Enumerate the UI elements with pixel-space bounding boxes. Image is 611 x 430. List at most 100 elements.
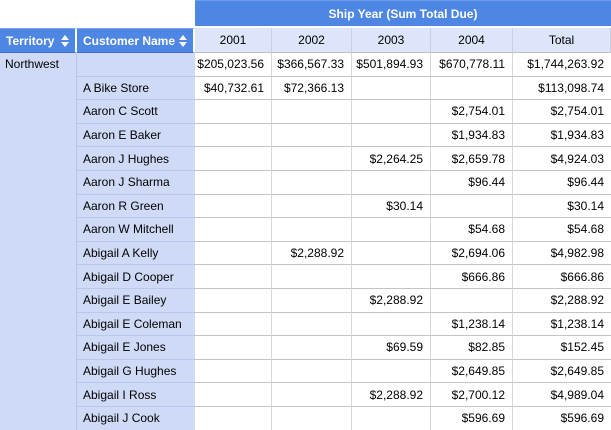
customer-header-label: Customer Name <box>83 33 176 48</box>
value-cell: $30.14 <box>352 194 431 219</box>
customer-name-cell: Aaron E Baker <box>77 123 195 148</box>
value-cell <box>272 147 352 171</box>
customer-name-cell: Abigail E Jones <box>77 336 195 360</box>
value-cell <box>272 406 352 430</box>
customer-name-cell: Aaron C Scott <box>77 100 195 124</box>
value-cell <box>352 100 431 124</box>
value-cell <box>272 359 352 384</box>
customer-name-cell: Abigail I Ross <box>77 383 195 407</box>
value-cell <box>352 123 431 148</box>
territory-column-header[interactable]: Territory <box>0 28 77 53</box>
total-value-cell: $113,098.74 <box>513 76 611 101</box>
column-group-header: Ship Year (Sum Total Due) <box>195 0 611 28</box>
sort-asc-arrow-icon <box>179 34 187 40</box>
value-cell <box>195 312 272 337</box>
value-cell <box>195 170 272 195</box>
total-value-cell: $4,989.04 <box>513 383 611 407</box>
value-cell: $666.86 <box>431 265 513 289</box>
total-value-cell: $2,288.92 <box>513 288 611 313</box>
total-column-header[interactable]: Total <box>513 28 611 53</box>
total-value-cell: $2,754.01 <box>513 100 611 124</box>
customer-name-cell: Aaron J Sharma <box>77 170 195 195</box>
value-cell: $54.68 <box>431 218 513 242</box>
customer-name-cell: Aaron J Hughes <box>77 147 195 171</box>
value-cell <box>195 288 272 313</box>
value-cell <box>195 241 272 266</box>
value-cell: $2,700.12 <box>431 383 513 407</box>
customer-name-cell: Abigail D Cooper <box>77 265 195 289</box>
total-value-cell: $666.86 <box>513 265 611 289</box>
value-cell <box>195 336 272 360</box>
value-cell: $72,366.13 <box>272 76 352 101</box>
value-cell <box>272 312 352 337</box>
sort-desc-arrow-icon <box>61 41 69 47</box>
total-value-cell: $30.14 <box>513 194 611 219</box>
value-cell <box>352 359 431 384</box>
value-cell <box>352 76 431 101</box>
value-cell: $82.85 <box>431 336 513 360</box>
value-cell <box>272 336 352 360</box>
year-header-2002[interactable]: 2002 <box>272 28 352 53</box>
year-header-2003[interactable]: 2003 <box>352 28 431 53</box>
customer-name-column-header[interactable]: Customer Name <box>77 28 195 53</box>
value-cell <box>431 288 513 313</box>
total-value-cell: $1,744,263.92 <box>513 53 611 77</box>
value-cell <box>195 100 272 124</box>
value-cell <box>272 383 352 407</box>
customer-name-cell: Abigail G Hughes <box>77 359 195 384</box>
total-value-cell: $2,649.85 <box>513 359 611 384</box>
value-cell: $2,694.06 <box>431 241 513 266</box>
value-cell: $2,649.85 <box>431 359 513 384</box>
customer-name-cell: Abigail J Cook <box>77 406 195 430</box>
value-cell: $501,894.93 <box>352 53 431 77</box>
value-cell <box>272 288 352 313</box>
total-value-cell: $1,238.14 <box>513 312 611 337</box>
total-value-cell: $4,982.98 <box>513 241 611 266</box>
value-cell <box>272 194 352 219</box>
customer-name-cell: Abigail E Bailey <box>77 288 195 313</box>
sort-updown-icon[interactable] <box>59 34 71 48</box>
total-value-cell: $54.68 <box>513 218 611 242</box>
customer-name-cell <box>77 53 195 77</box>
total-value-cell: $4,924.03 <box>513 147 611 171</box>
total-value-cell: $152.45 <box>513 336 611 360</box>
value-cell <box>195 147 272 171</box>
sort-desc-arrow-icon <box>179 41 187 47</box>
year-header-2004[interactable]: 2004 <box>431 28 513 53</box>
territory-header-label: Territory <box>6 33 55 48</box>
customer-name-cell: A Bike Store <box>77 76 195 101</box>
value-cell: $69.59 <box>352 336 431 360</box>
value-cell <box>272 170 352 195</box>
customer-name-cell: Abigail A Kelly <box>77 241 195 266</box>
value-cell <box>352 312 431 337</box>
value-cell <box>352 265 431 289</box>
value-cell: $2,264.25 <box>352 147 431 171</box>
value-cell: $205,023.56 <box>195 53 272 77</box>
total-value-cell: $96.44 <box>513 170 611 195</box>
value-cell: $596.69 <box>431 406 513 430</box>
value-cell <box>431 76 513 101</box>
value-cell: $670,778.11 <box>431 53 513 77</box>
value-cell <box>352 241 431 266</box>
year-header-2001[interactable]: 2001 <box>195 28 272 53</box>
value-cell <box>195 194 272 219</box>
value-cell: $2,288.92 <box>272 241 352 266</box>
customer-name-cell: Abigail E Coleman <box>77 312 195 337</box>
value-cell <box>431 194 513 219</box>
value-cell <box>352 170 431 195</box>
value-cell: $2,288.92 <box>352 288 431 313</box>
value-cell <box>195 218 272 242</box>
value-cell <box>195 123 272 148</box>
value-cell: $366,567.33 <box>272 53 352 77</box>
total-value-cell: $596.69 <box>513 406 611 430</box>
value-cell: $2,659.78 <box>431 147 513 171</box>
pivot-corner <box>0 0 195 28</box>
value-cell: $96.44 <box>431 170 513 195</box>
sort-asc-arrow-icon <box>61 34 69 40</box>
customer-name-cell: Aaron W Mitchell <box>77 218 195 242</box>
value-cell: $1,238.14 <box>431 312 513 337</box>
sort-updown-icon[interactable] <box>177 34 189 48</box>
value-cell <box>352 406 431 430</box>
value-cell <box>195 265 272 289</box>
